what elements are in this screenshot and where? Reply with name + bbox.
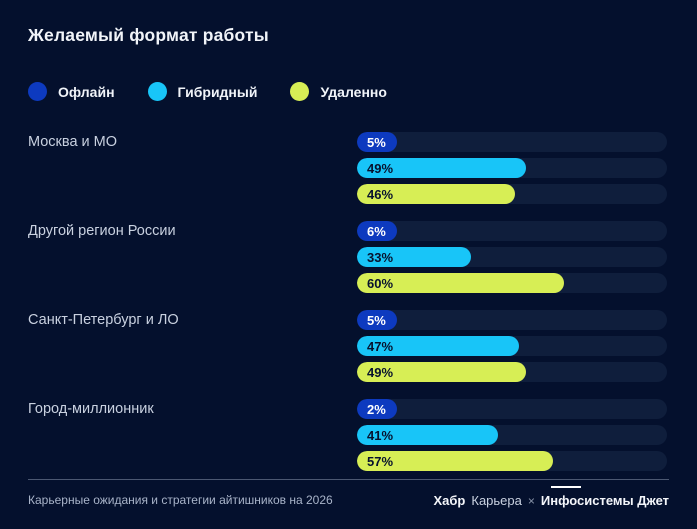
brand-career: Карьера	[471, 493, 522, 508]
legend-item-2: Удаленно	[290, 82, 387, 101]
brand-separator: ×	[527, 494, 535, 508]
bar-remote: 60%	[357, 273, 564, 293]
legend-item-0: Офлайн	[28, 82, 115, 101]
bar-track: 47%	[357, 336, 667, 356]
brand-jet-wrap: Инфосистемы Джет	[540, 486, 669, 508]
bar-track: 46%	[357, 184, 667, 204]
chart-title: Желаемый формат работы	[28, 25, 269, 45]
bar-remote: 49%	[357, 362, 526, 382]
bar-rows: 5% 47% 49%	[357, 310, 667, 388]
source-caption: Карьерные ожидания и стратегии айтишнико…	[28, 493, 333, 507]
category-label: Город-миллионник	[28, 401, 154, 417]
bar-track: 57%	[357, 451, 667, 471]
chart: Москва и МО 5% 49% 46% Другой регион России 6…	[28, 132, 669, 477]
category-label: Другой регион России	[28, 223, 176, 239]
bar-track: 33%	[357, 247, 667, 267]
legend-item-1: Гибридный	[147, 82, 258, 101]
bar-track: 60%	[357, 273, 667, 293]
brand-jet: Инфосистемы Джет	[540, 493, 669, 508]
bar-offline: 5%	[357, 132, 397, 152]
bar-track: 5%	[357, 132, 667, 152]
bar-track: 49%	[357, 362, 667, 382]
brands: Хабр Карьера × Инфосистемы Джет	[433, 486, 669, 508]
category-group: Москва и МО 5% 49% 46%	[28, 132, 669, 210]
brand-habr: Хабр	[433, 493, 466, 508]
legend-dot-icon	[28, 82, 47, 101]
footer: Карьерные ожидания и стратегии айтишнико…	[28, 479, 669, 508]
bar-track: 41%	[357, 425, 667, 445]
category-label: Москва и МО	[28, 134, 118, 150]
bar-hybrid: 41%	[357, 425, 499, 445]
category-group: Город-миллионник 2% 41% 57%	[28, 399, 669, 477]
bar-track: 6%	[357, 221, 667, 241]
legend-label: Гибридный	[177, 83, 258, 100]
bar-rows: 2% 41% 57%	[357, 399, 667, 477]
bar-remote: 57%	[357, 451, 554, 471]
bar-offline: 5%	[357, 310, 397, 330]
category-label: Санкт-Петербург и ЛО	[28, 312, 179, 328]
category-group: Другой регион России 6% 33% 60%	[28, 221, 669, 299]
legend-dot-icon	[147, 82, 167, 101]
bar-track: 49%	[357, 158, 667, 178]
bar-track: 2%	[357, 399, 667, 419]
bar-rows: 5% 49% 46%	[357, 132, 667, 210]
legend: Офлайн Гибридный Удаленно	[28, 82, 669, 101]
legend-label: Офлайн	[58, 83, 115, 100]
bar-hybrid: 47%	[357, 336, 519, 356]
bar-hybrid: 49%	[357, 158, 526, 178]
legend-label: Удаленно	[320, 83, 387, 100]
jet-logo-line-icon	[550, 486, 581, 488]
bar-offline: 6%	[357, 221, 397, 241]
bar-track: 5%	[357, 310, 667, 330]
bar-offline: 2%	[357, 399, 397, 419]
bar-hybrid: 33%	[357, 247, 471, 267]
category-group: Санкт-Петербург и ЛО 5% 47% 49%	[28, 310, 669, 388]
bar-rows: 6% 33% 60%	[357, 221, 667, 299]
bar-remote: 46%	[357, 184, 516, 204]
legend-dot-icon	[290, 82, 310, 101]
